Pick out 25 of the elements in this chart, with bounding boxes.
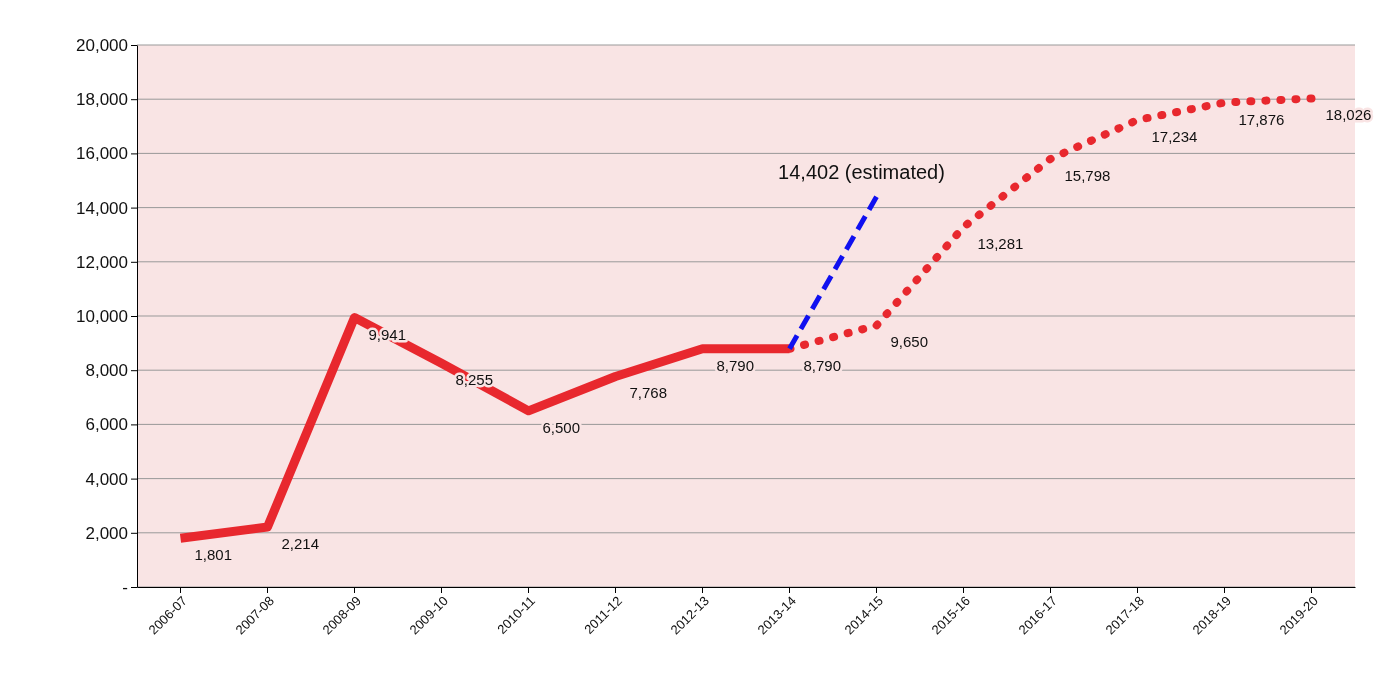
y-tick-label: 12,000 [76,252,128,272]
data-label: 15,798 [1064,166,1111,184]
y-tick-label: 20,000 [76,35,128,55]
y-tick-label: 8,000 [85,361,128,381]
data-label: 13,281 [977,235,1024,253]
data-label: 8,255 [455,371,494,389]
data-label: 17,876 [1238,110,1285,128]
y-tick-label: 2,000 [85,523,128,543]
data-label: 17,234 [1151,127,1198,145]
y-tick-label: 16,000 [76,144,128,164]
data-label: 6,500 [542,418,581,436]
y-tick-label: 6,000 [85,415,128,435]
data-label: 9,650 [890,333,929,351]
y-tick-label: 18,000 [76,90,128,110]
data-label: 8,790 [803,356,842,374]
y-tick-label: 10,000 [76,306,128,326]
data-label: 1,801 [194,546,233,564]
y-tick-label: 4,000 [85,469,128,489]
data-label: 18,026 [1325,106,1372,124]
data-label: 7,768 [629,384,668,402]
y-tick-label: - [122,577,128,597]
data-label: 8,790 [716,356,755,374]
annotation: 14,402 (estimated) [778,160,945,183]
y-tick-label: 14,000 [76,198,128,218]
data-label: 2,214 [281,535,320,552]
